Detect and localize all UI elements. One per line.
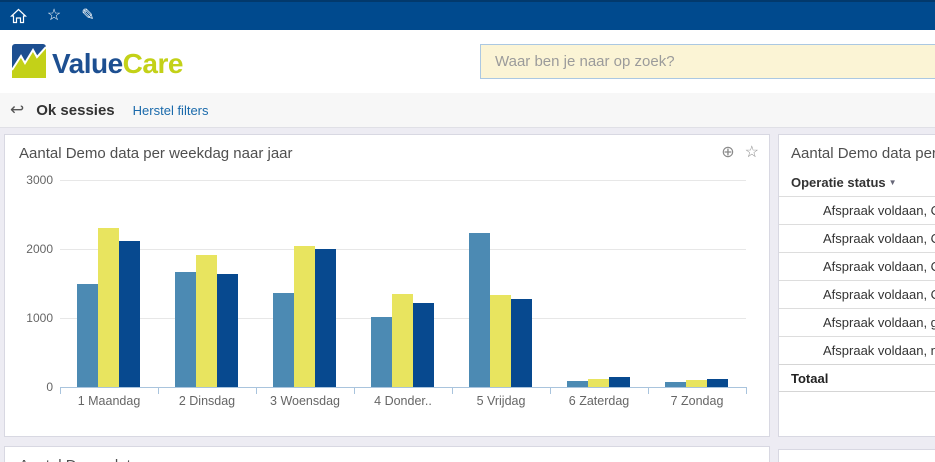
bottom-right-panel: Aantal Demo data per <box>778 449 935 462</box>
x-tick-label: 1 Maandag <box>77 394 141 408</box>
x-axis-tick <box>746 387 747 394</box>
x-axis-tick <box>550 387 551 394</box>
logo-word-care: Care <box>122 47 184 79</box>
table-row[interactable]: Afspraak voldaan, OK-ve <box>779 252 935 280</box>
y-tick-label: 2000 <box>26 242 53 256</box>
reset-filters-link[interactable]: Herstel filters <box>132 102 209 118</box>
status-table-body: Afspraak voldaan, OK-veAfspraak voldaan,… <box>779 196 935 392</box>
bar-reeks-geel-4[interactable] <box>392 293 413 387</box>
column-header-operatie-status[interactable]: Operatie status ▼ <box>791 175 897 190</box>
pencil-icon[interactable]: ✎ <box>81 7 95 24</box>
chart-panel: Aantal Demo data per weekdag naar jaar ⊕… <box>4 134 770 437</box>
chart-title: Aantal Demo data per weekdag naar jaar <box>19 145 293 162</box>
bar-reeks-geel-5[interactable] <box>490 294 511 387</box>
back-icon[interactable]: ↩ <box>10 100 25 119</box>
x-axis-tick <box>452 387 453 394</box>
x-axis-tick <box>354 387 355 394</box>
bar-reeks-lichtblauw-6[interactable] <box>567 381 588 387</box>
home-icon[interactable] <box>10 8 30 24</box>
logo-icon <box>11 44 47 83</box>
bar-reeks-lichtblauw-3[interactable] <box>273 293 294 387</box>
x-axis-tick <box>648 387 649 394</box>
bottom-right-panel-title: Aantal Demo data per <box>791 460 935 462</box>
y-tick-label: 0 <box>46 380 53 394</box>
x-tick-label: 2 Dinsdag <box>178 394 236 408</box>
bar-reeks-lichtblauw-4[interactable] <box>371 316 392 387</box>
bar-reeks-geel-6[interactable] <box>588 379 609 387</box>
table-row[interactable]: Afspraak voldaan, OK-ve <box>779 196 935 224</box>
table-row[interactable]: Afspraak voldaan, geen <box>779 308 935 336</box>
x-axis-tick <box>256 387 257 394</box>
bar-reeks-donkerblauw-4[interactable] <box>413 302 434 387</box>
valuecare-logo[interactable]: ValueCare <box>11 44 183 83</box>
x-tick-label: 5 Vrijdag <box>476 394 526 408</box>
bar-reeks-lichtblauw-2[interactable] <box>175 271 196 387</box>
bar-reeks-lichtblauw-5[interactable] <box>469 233 490 387</box>
bar-reeks-donkerblauw-1[interactable] <box>119 241 140 387</box>
column-header-label: Operatie status <box>791 175 886 190</box>
x-tick-label: 6 Zaterdag <box>568 394 630 408</box>
bar-reeks-donkerblauw-3[interactable] <box>315 249 336 387</box>
table-row[interactable]: Afspraak voldaan, OK-ve <box>779 224 935 252</box>
bottom-left-panel-title: Aantal Demo data per <box>19 457 165 462</box>
bar-reeks-lichtblauw-1[interactable] <box>77 283 98 387</box>
table-row[interactable]: Afspraak voldaan, nog n <box>779 336 935 364</box>
chart-x-axis-line <box>60 387 747 388</box>
bar-reeks-geel-3[interactable] <box>294 246 315 387</box>
table-row[interactable]: Afspraak voldaan, OK-ve <box>779 280 935 308</box>
y-tick-label: 3000 <box>26 173 53 187</box>
bar-reeks-geel-1[interactable] <box>98 228 119 387</box>
top-bar: ☆ ✎ <box>0 0 935 30</box>
x-tick-label: 3 Woensdag <box>270 394 340 408</box>
gridline <box>60 249 746 250</box>
bar-reeks-geel-2[interactable] <box>196 254 217 387</box>
gridline <box>60 180 746 181</box>
sort-desc-icon: ▼ <box>888 178 897 187</box>
bar-reeks-donkerblauw-7[interactable] <box>707 378 728 387</box>
status-table-panel: Aantal Demo data per O Operatie status▼ … <box>778 134 935 437</box>
bar-reeks-donkerblauw-5[interactable] <box>511 299 532 387</box>
bar-reeks-geel-7[interactable] <box>686 380 707 387</box>
star-icon[interactable]: ☆ <box>46 7 62 24</box>
page-title: Ok sessies <box>36 101 115 119</box>
logo-word-value: Value <box>52 47 123 79</box>
search-input[interactable] <box>480 44 935 79</box>
table-total-row: Totaal <box>779 364 935 392</box>
bar-reeks-donkerblauw-2[interactable] <box>217 273 238 387</box>
bar-reeks-lichtblauw-7[interactable] <box>665 382 686 387</box>
x-tick-label: 7 Zondag <box>670 394 724 408</box>
status-panel-title: Aantal Demo data per O <box>791 145 935 162</box>
bottom-left-panel: Aantal Demo data per <box>4 446 770 462</box>
logo-wordmark: ValueCare <box>52 48 183 80</box>
zoom-in-icon[interactable]: ⊕ <box>721 144 735 161</box>
x-axis-tick <box>60 387 61 394</box>
breadcrumb-bar: ↩ Ok sessies Herstel filters <box>0 93 935 128</box>
x-tick-label: 4 Donder.. <box>374 394 432 408</box>
x-axis-tick <box>158 387 159 394</box>
chart-plot <box>60 180 746 387</box>
y-tick-label: 1000 <box>26 311 53 325</box>
favorite-star-icon[interactable]: ☆ <box>744 144 759 161</box>
bar-reeks-donkerblauw-6[interactable] <box>609 377 630 387</box>
header: ValueCare <box>0 30 935 93</box>
